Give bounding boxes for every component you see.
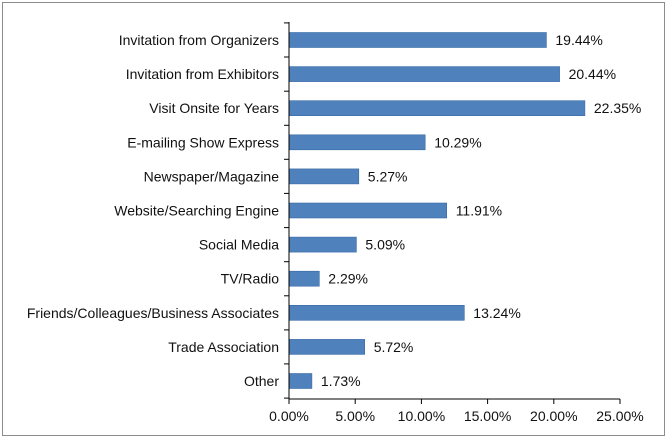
bar-3	[288, 134, 426, 151]
value-label-6: 5.09%	[365, 237, 405, 253]
bar-chart: Invitation from Organizers 19.44% Invitati…	[27, 22, 644, 424]
x-tick-label-5: 25.00%	[596, 408, 643, 424]
bar-4	[288, 168, 360, 185]
value-label-2: 22.35%	[594, 100, 641, 116]
category-label-3: E-mailing Show Express	[127, 134, 279, 150]
value-label-0: 19.44%	[555, 32, 602, 48]
bar-8	[288, 304, 465, 321]
category-label-4: Newspaper/Magazine	[144, 168, 280, 184]
value-label-8: 13.24%	[473, 305, 520, 321]
x-tick-label-1: 5.00%	[335, 408, 375, 424]
category-label-0: Invitation from Organizers	[119, 32, 279, 48]
x-tick-label-3: 15.00%	[464, 408, 511, 424]
category-label-10: Other	[244, 373, 279, 389]
value-label-5: 11.91%	[456, 203, 502, 219]
x-tick-label-0: 0.00%	[269, 408, 309, 424]
bar-7	[288, 270, 320, 287]
value-label-3: 10.29%	[434, 134, 481, 150]
category-label-8: Friends/Colleagues/Business Associates	[27, 305, 279, 321]
value-label-10: 1.73%	[321, 373, 361, 389]
bar-0	[288, 32, 547, 48]
category-label-7: TV/Radio	[221, 271, 280, 287]
category-label-2: Visit Onsite for Years	[149, 100, 279, 116]
category-label-5: Website/Searching Engine	[114, 203, 279, 219]
value-label-1: 20.44%	[569, 66, 616, 82]
chart-frame: Invitation from Organizers 19.44% Invitati…	[2, 2, 665, 436]
bar-2	[288, 100, 586, 116]
bar-1	[288, 66, 560, 82]
category-label-1: Invitation from Exhibitors	[126, 66, 279, 82]
value-label-7: 2.29%	[328, 271, 368, 287]
bar-10	[288, 373, 313, 389]
bar-6	[288, 236, 357, 253]
bar-5	[288, 202, 447, 219]
category-label-6: Social Media	[199, 237, 279, 253]
category-label-9: Trade Association	[168, 339, 279, 355]
bar-9	[288, 339, 365, 355]
x-tick-label-4: 20.00%	[530, 408, 577, 424]
value-label-9: 5.72%	[374, 339, 414, 355]
x-tick-label-2: 10.00%	[398, 408, 445, 424]
value-label-4: 5.27%	[368, 168, 408, 184]
